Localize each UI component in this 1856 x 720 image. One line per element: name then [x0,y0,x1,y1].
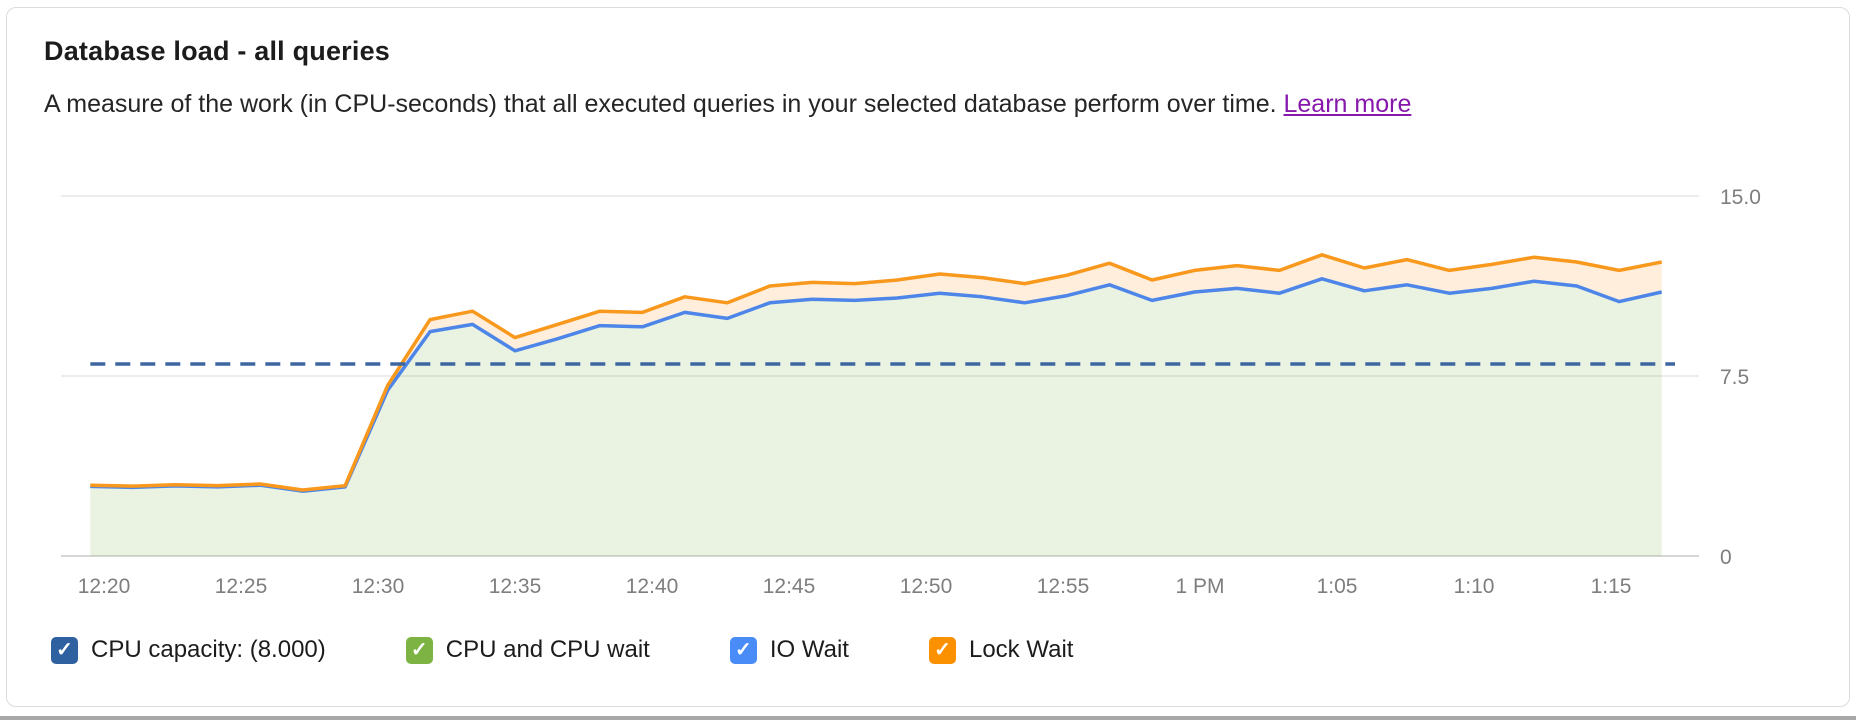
legend-item-cpu-capacity: ✓ CPU capacity: (8.000) [51,636,326,664]
legend-checkbox-lock-wait[interactable]: ✓ [928,636,956,664]
legend-label-cpu-and-cpu-wait: CPU and CPU wait [445,636,650,663]
x-tick-label: 12:25 [215,575,268,598]
chart-legend: ✓ CPU capacity: (8.000) ✓ CPU and CPU wait ✓… [51,636,1153,664]
legend-checkbox-cpu-capacity[interactable]: ✓ [51,636,78,664]
x-tick-label: 12:50 [900,575,953,598]
lock-wait-line [90,253,1663,492]
legend-label-cpu-capacity: CPU capacity: (8.000) [91,636,326,663]
legend-item-io-wait: ✓ IO Wait [729,636,849,664]
legend-item-cpu-and-cpu-wait: ✓ CPU and CPU wait [405,636,650,664]
card-title: Database load - all queries [44,36,391,66]
bottom-divider [0,716,1856,720]
y-tick-label: 15.0 [1720,186,1761,209]
database-load-card: Database load - all queries A measure of… [6,7,1850,707]
legend-item-lock-wait: ✓ Lock Wait [928,636,1074,664]
x-tick-label: 12:45 [763,575,816,598]
database-load-chart: 15.0 7.5 0 12:20 12:25 12:30 12:35 12:40 12:45 12… [61,186,1761,598]
x-tick-label: 1:05 [1317,575,1358,598]
legend-checkbox-cpu-and-cpu-wait[interactable]: ✓ [405,636,433,664]
y-tick-label: 7.5 [1720,366,1749,389]
cpu-area-fill [90,278,1662,556]
card-subtitle-text: A measure of the work (in CPU-seconds) t… [44,90,1277,118]
lock-wait-area-fill [90,254,1662,492]
legend-label-io-wait: IO Wait [769,636,849,663]
x-tick-label: 12:55 [1037,575,1090,598]
legend-checkbox-io-wait[interactable]: ✓ [729,636,757,664]
x-tick-label: 1:15 [1591,575,1632,598]
y-tick-label: 0 [1720,546,1732,569]
x-tick-label: 12:40 [626,575,679,598]
x-tick-label: 1:10 [1454,575,1495,598]
x-tick-label: 12:35 [489,575,542,598]
x-tick-label: 1 PM [1175,575,1224,598]
learn-more-link[interactable]: Learn more [1283,90,1412,118]
legend-label-lock-wait: Lock Wait [968,636,1074,663]
x-tick-label: 12:30 [352,575,405,598]
card-subtitle: A measure of the work (in CPU-seconds) t… [44,90,1411,119]
x-tick-label: 12:20 [78,575,131,598]
